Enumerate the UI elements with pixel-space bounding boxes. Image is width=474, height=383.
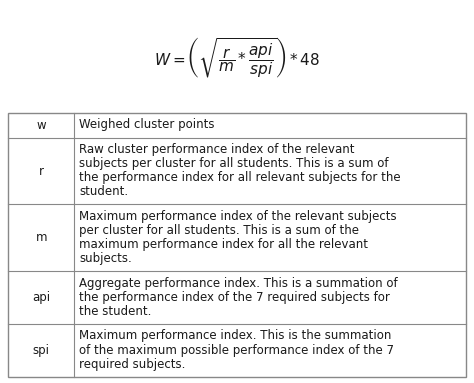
Text: Maximum performance index. This is the summation: Maximum performance index. This is the s… (80, 329, 392, 342)
Text: r: r (39, 165, 44, 178)
Text: required subjects.: required subjects. (80, 358, 186, 371)
Text: the student.: the student. (80, 305, 152, 318)
Text: the performance index of the 7 required subjects for: the performance index of the 7 required … (80, 291, 390, 304)
Text: subjects per cluster for all students. This is a sum of: subjects per cluster for all students. T… (80, 157, 389, 170)
Text: spi: spi (33, 344, 50, 357)
Text: $W = \left(\sqrt{\dfrac{r}{m} * \dfrac{api}{spi}}\right) * 48$: $W = \left(\sqrt{\dfrac{r}{m} * \dfrac{a… (154, 36, 320, 80)
Text: Weighed cluster points: Weighed cluster points (80, 118, 215, 131)
Text: m: m (36, 231, 47, 244)
Text: the performance index for all relevant subjects for the: the performance index for all relevant s… (80, 171, 401, 184)
Text: Aggregate performance index. This is a summation of: Aggregate performance index. This is a s… (80, 277, 398, 290)
Text: api: api (32, 291, 50, 304)
Text: w: w (36, 119, 46, 132)
Text: subjects.: subjects. (80, 252, 132, 265)
Text: Maximum performance index of the relevant subjects: Maximum performance index of the relevan… (80, 210, 397, 223)
Text: student.: student. (80, 185, 128, 198)
Text: per cluster for all students. This is a sum of the: per cluster for all students. This is a … (80, 224, 359, 237)
Text: Raw cluster performance index of the relevant: Raw cluster performance index of the rel… (80, 143, 355, 156)
Text: maximum performance index for all the relevant: maximum performance index for all the re… (80, 238, 368, 251)
Bar (8, 113, 466, 377)
Text: of the maximum possible performance index of the 7: of the maximum possible performance inde… (80, 344, 394, 357)
